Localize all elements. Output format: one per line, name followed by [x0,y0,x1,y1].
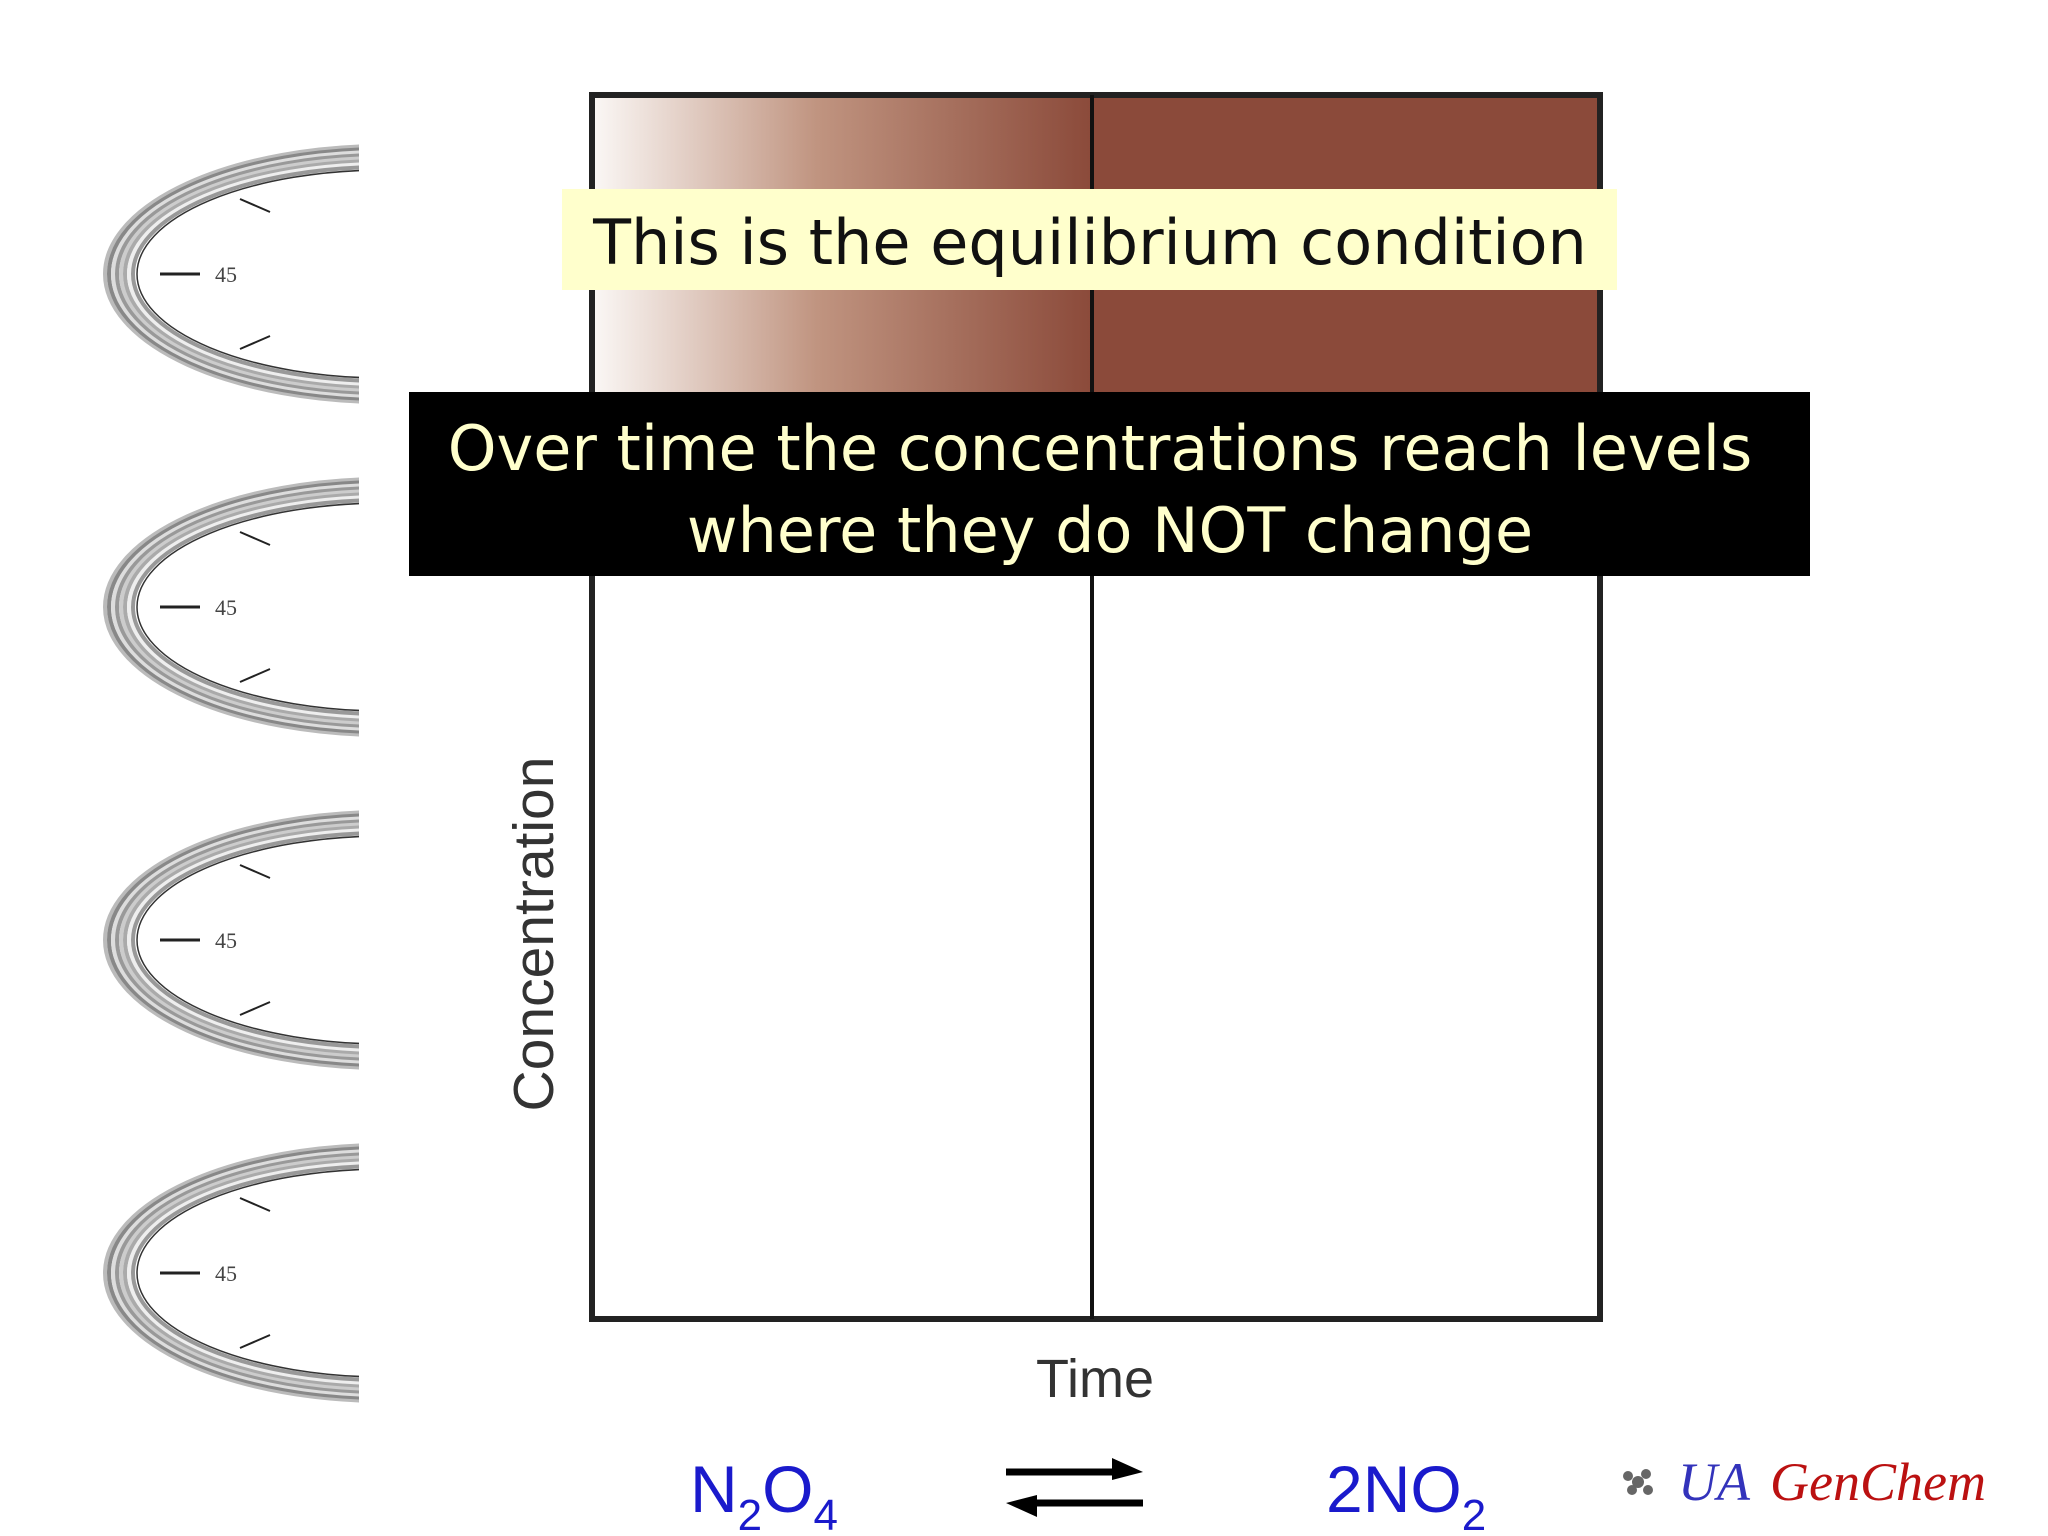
clock-ring [103,1143,359,1403]
callout-text: This is the equilibrium condition [592,206,1587,279]
subscript: 4 [814,1491,838,1536]
clock-ring [119,156,359,392]
clock-ring [107,1146,359,1400]
clock-ring [111,1149,359,1397]
clock-ring [107,813,359,1067]
clock-label: 45 [215,928,237,953]
clock-tick [239,864,271,879]
clock-label: 45 [215,262,237,287]
callout-box [562,189,1617,290]
graph-frame [589,92,1603,1322]
subscript: 2 [738,1491,762,1536]
clock-ring [123,825,359,1055]
clock-ring [107,480,359,734]
clock-tick [239,1001,271,1016]
clock-ring [119,1155,359,1391]
clock-face [136,1168,359,1378]
clock-ring [115,153,359,395]
symbol: O [762,1452,813,1526]
clock: 45 [103,810,359,1070]
equilibrium-arrows [1006,1458,1143,1517]
clock-ring [127,162,359,386]
clock-ring [127,495,359,719]
clock-tick [239,668,271,683]
clock-tick [239,1334,271,1349]
clock-ring [119,489,359,725]
logo-ua: UA [1678,1452,1751,1512]
formula: 2NO [1326,1452,1462,1526]
clock: 45 [103,144,359,404]
clock-face [136,169,359,379]
clock-ring [103,144,359,404]
clock-ring [111,816,359,1064]
clock-label: 45 [215,1261,237,1286]
x-axis-label: Time [1036,1349,1154,1409]
reactant: N2O4 [690,1452,838,1536]
clock-tick [239,1197,271,1212]
clock: 45 [103,477,359,737]
clock: 45 [103,1143,359,1403]
clock-face [136,502,359,712]
clock-ring [115,486,359,728]
clock-ring [131,831,359,1049]
main-callout-line: where they do NOT change [687,494,1533,567]
clock-ring [131,498,359,716]
clock-tick [239,531,271,546]
clocks: 45 45 45 45 [103,144,359,1403]
clock-ring [103,810,359,1070]
clock-ring [123,1158,359,1388]
logo-icon [1623,1469,1653,1495]
clock-ring [123,159,359,389]
clock-ring [107,147,359,401]
clock-ring [115,819,359,1061]
clock-ring [115,1152,359,1394]
symbol: N [690,1452,738,1526]
clock-ring [111,150,359,398]
clock-ring [111,483,359,731]
clock-ring [127,1161,359,1385]
subscript: 2 [1462,1491,1486,1536]
clock-face [136,835,359,1045]
clock-tick [239,198,271,213]
clock-ring [123,492,359,722]
clock-ring [131,165,359,383]
clock-ring [103,477,359,737]
y-axis-label: Concentration [502,757,566,1112]
clock-label: 45 [215,595,237,620]
clock-ring [131,1164,359,1382]
clock-tick [239,335,271,350]
main-callout-box [409,392,1810,576]
logo-genchem: GenChem [1770,1452,1986,1512]
clock-ring [119,822,359,1058]
clock-ring [127,828,359,1052]
main-callout-line: Over time the concentrations reach level… [448,412,1753,485]
product: 2NO2 [1326,1452,1486,1536]
